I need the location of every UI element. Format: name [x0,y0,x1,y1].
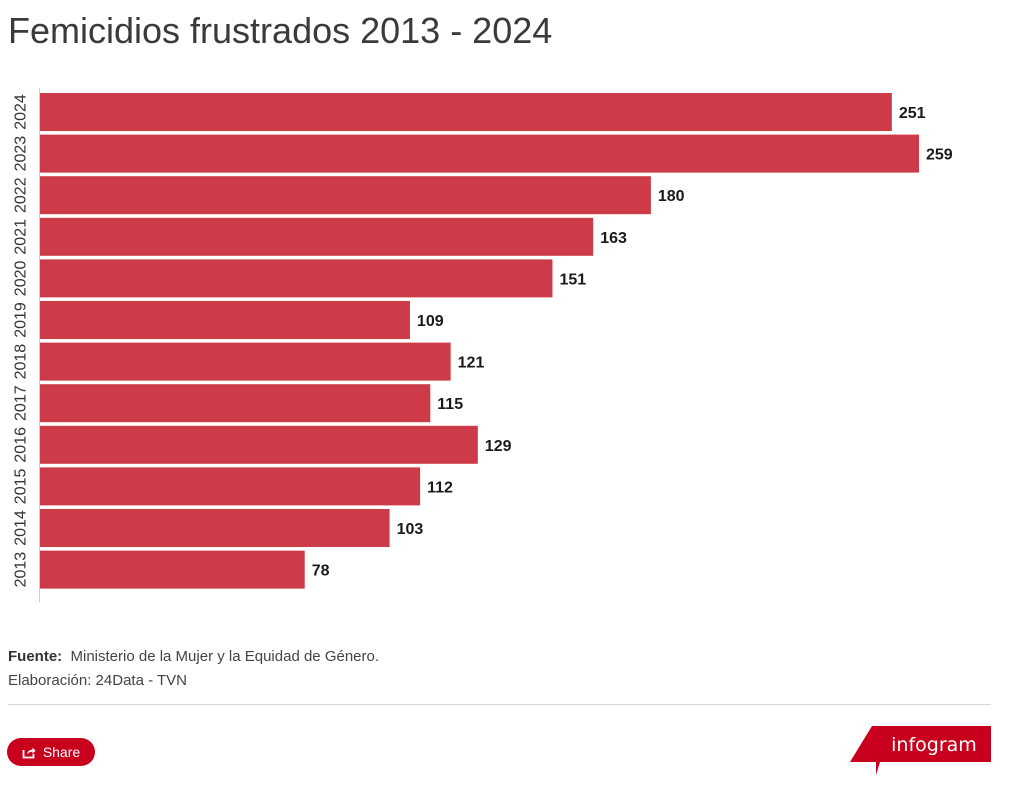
data-label-2018: 121 [458,355,485,372]
divider [8,704,991,705]
tick-label-2024: 2024 [13,94,30,130]
share-button[interactable]: Share [7,738,95,766]
infogram-logo[interactable]: infogram [850,724,992,776]
data-label-2023: 259 [926,147,953,164]
bar-2021[interactable] [40,217,594,256]
data-label-2017: 115 [437,396,463,413]
share-label: Share [42,744,81,760]
bar-chart: 251 2024 259 2023 180 2022 163 2021 151 2020 109 20… [13,88,953,602]
chart-title: Femicidios frustrados 2013 - 2024 [8,10,553,51]
source-text: Ministerio de la Mujer y la Equidad de G… [70,648,380,665]
bar-2017[interactable] [40,384,431,423]
tick-label-2023: 2023 [13,136,30,172]
data-label-2020: 151 [559,271,586,288]
data-label-2013: 78 [312,563,330,580]
bar-2023[interactable] [40,134,919,173]
tick-label-2022: 2022 [13,177,30,213]
data-label-2024: 251 [899,105,926,122]
tick-label-2021: 2021 [13,219,30,255]
share-icon [22,747,36,758]
data-label-2016: 129 [485,438,512,455]
bar-2024[interactable] [40,93,892,131]
bar-2013[interactable] [40,550,305,589]
tick-label-2015: 2015 [13,469,30,505]
source-label: Fuente: [8,648,63,665]
bar-2019[interactable] [40,301,410,339]
bar-2020[interactable] [40,259,553,298]
source-note: Fuente: Ministerio de la Mujer y la Equi… [8,645,379,693]
data-label-2021: 163 [600,230,627,247]
bar-2018[interactable] [40,342,451,381]
data-label-2015: 112 [427,479,453,496]
tick-label-2016: 2016 [13,427,30,463]
bar-2014[interactable] [40,509,390,547]
data-label-2014: 103 [397,521,424,538]
tick-label-2020: 2020 [13,261,30,297]
credit-text: Elaboración: 24Data - TVN [8,672,187,689]
tick-label-2018: 2018 [13,344,30,380]
bar-2015[interactable] [40,467,421,506]
data-label-2022: 180 [658,188,685,205]
data-label-2019: 109 [417,313,444,330]
tick-label-2017: 2017 [13,385,30,421]
logo-text: infogram [891,734,977,756]
tick-label-2019: 2019 [13,302,30,338]
tick-label-2014: 2014 [13,510,30,546]
bar-2016[interactable] [40,425,478,464]
tick-label-2013: 2013 [13,552,30,588]
bar-2022[interactable] [40,176,651,215]
